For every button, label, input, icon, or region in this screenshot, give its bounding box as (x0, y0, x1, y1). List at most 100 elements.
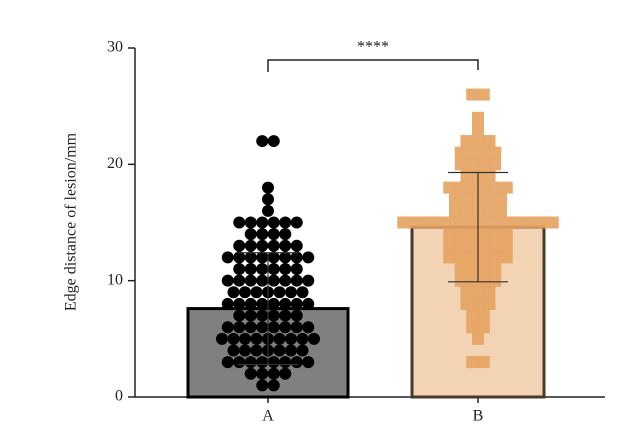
data-point (489, 263, 502, 276)
data-point (454, 239, 467, 252)
error-bar (238, 252, 298, 366)
data-point (267, 379, 280, 392)
data-point (408, 216, 421, 229)
data-point (285, 286, 297, 299)
data-point (256, 251, 269, 264)
data-point (500, 228, 513, 241)
data-point (290, 263, 303, 276)
data-point (244, 356, 257, 369)
data-point (233, 239, 246, 252)
data-point (483, 286, 496, 299)
data-point (221, 251, 234, 264)
data-point (267, 251, 280, 264)
data-point (477, 356, 490, 369)
data-point (256, 309, 269, 322)
data-point (489, 239, 502, 252)
data-point (460, 297, 473, 310)
data-point (221, 297, 234, 310)
data-point (466, 356, 479, 369)
data-point (477, 181, 490, 194)
data-point (233, 356, 246, 369)
data-point (477, 263, 490, 276)
data-point (279, 309, 292, 322)
data-point (221, 356, 234, 369)
data-point (239, 286, 251, 299)
data-point (472, 123, 484, 136)
data-point (279, 251, 292, 264)
data-point (221, 274, 234, 287)
data-point (483, 169, 496, 182)
data-point (244, 263, 257, 276)
data-point (302, 251, 315, 264)
data-point (472, 111, 484, 124)
data-point (489, 181, 502, 194)
data-point (443, 228, 456, 241)
data-point (279, 356, 292, 369)
data-point (454, 251, 467, 264)
data-point (460, 135, 473, 148)
data-point (239, 344, 251, 357)
data-point (244, 274, 257, 287)
data-point (466, 274, 479, 287)
data-point (472, 286, 484, 299)
data-point (273, 344, 286, 357)
y-axis-label: Edge distance of lesion/mm (63, 132, 80, 311)
data-point (443, 239, 456, 252)
data-point (285, 344, 297, 357)
data-point (244, 228, 257, 241)
data-point (500, 251, 513, 264)
significance-bracket (267, 59, 479, 72)
data-point (227, 344, 240, 357)
data-point (256, 239, 269, 252)
data-point (472, 135, 484, 148)
data-point (239, 332, 251, 345)
data-point (262, 193, 274, 206)
data-point (250, 286, 263, 299)
data-point (279, 297, 292, 310)
data-point (466, 321, 479, 334)
data-point (302, 297, 315, 310)
y-tick-label: 30 (107, 39, 123, 56)
data-point (500, 216, 513, 229)
data-point (477, 239, 490, 252)
data-point (460, 286, 473, 299)
data-point (227, 332, 240, 345)
data-point (489, 146, 502, 159)
data-point (267, 356, 280, 369)
data-point (477, 309, 490, 322)
data-point (290, 216, 303, 229)
data-point (454, 158, 467, 171)
data-point (279, 239, 292, 252)
data-point (244, 251, 257, 264)
data-point (466, 228, 479, 241)
data-point (397, 216, 410, 229)
data-point (535, 216, 548, 229)
data-point (290, 321, 303, 334)
y-tick-label: 10 (107, 271, 123, 288)
data-point (454, 228, 467, 241)
data-point (523, 216, 536, 229)
data-point (472, 332, 484, 345)
data-point (244, 239, 257, 252)
data-point (466, 216, 479, 229)
data-point (256, 321, 269, 334)
data-point (290, 356, 303, 369)
data-point (279, 321, 292, 334)
data-point (466, 181, 479, 194)
data-point (233, 309, 246, 322)
data-point (256, 356, 269, 369)
data-point (250, 332, 263, 345)
data-point (267, 239, 280, 252)
data-point (285, 332, 297, 345)
data-point (256, 297, 269, 310)
data-point (262, 181, 274, 194)
data-point (244, 321, 257, 334)
data-point (454, 274, 467, 287)
data-point (489, 274, 502, 287)
data-point (267, 321, 280, 334)
data-point (267, 367, 280, 380)
data-point (466, 146, 479, 159)
data-point (233, 263, 246, 276)
data-point (256, 274, 269, 287)
